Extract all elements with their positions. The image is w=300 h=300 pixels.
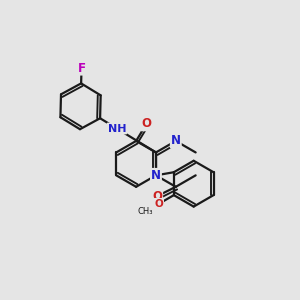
Text: N: N xyxy=(171,134,181,148)
Text: O: O xyxy=(152,190,162,202)
Text: N: N xyxy=(151,169,161,182)
Text: F: F xyxy=(77,61,86,75)
Text: O: O xyxy=(142,117,152,130)
Text: CH₃: CH₃ xyxy=(138,207,153,216)
Text: O: O xyxy=(154,199,163,209)
Text: NH: NH xyxy=(108,124,126,134)
